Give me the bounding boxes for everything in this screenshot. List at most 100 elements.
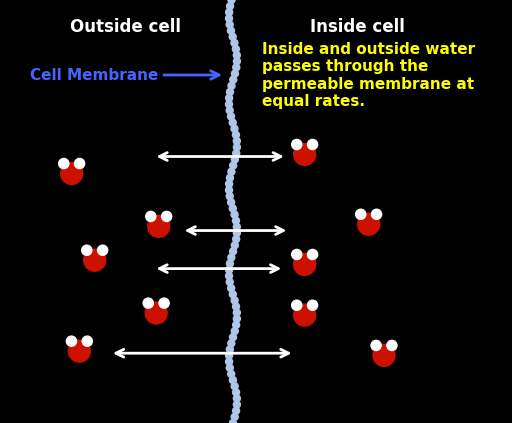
Circle shape <box>84 249 105 271</box>
Circle shape <box>225 15 232 22</box>
Circle shape <box>226 260 233 267</box>
Circle shape <box>230 162 237 169</box>
Circle shape <box>226 21 233 28</box>
Circle shape <box>228 285 234 291</box>
Circle shape <box>229 119 236 126</box>
Circle shape <box>294 143 315 165</box>
Circle shape <box>294 253 315 275</box>
Circle shape <box>233 229 241 236</box>
Circle shape <box>232 217 240 224</box>
Circle shape <box>356 209 366 220</box>
Circle shape <box>226 358 232 365</box>
Circle shape <box>292 300 302 310</box>
Circle shape <box>225 187 232 194</box>
Circle shape <box>229 291 237 298</box>
Circle shape <box>231 383 238 390</box>
Circle shape <box>372 209 381 220</box>
Circle shape <box>225 101 232 108</box>
Circle shape <box>231 125 238 132</box>
Circle shape <box>233 144 241 151</box>
Circle shape <box>231 211 238 218</box>
Circle shape <box>227 27 234 34</box>
Circle shape <box>358 213 379 235</box>
Circle shape <box>308 300 317 310</box>
Circle shape <box>226 95 232 102</box>
Circle shape <box>292 250 302 260</box>
Circle shape <box>371 341 381 351</box>
Circle shape <box>232 236 240 242</box>
Circle shape <box>145 302 167 324</box>
Circle shape <box>230 76 237 83</box>
Circle shape <box>228 340 235 347</box>
Circle shape <box>229 376 237 384</box>
Circle shape <box>233 64 240 71</box>
Circle shape <box>146 212 156 222</box>
Circle shape <box>148 215 169 237</box>
Circle shape <box>233 150 240 157</box>
Circle shape <box>231 156 239 163</box>
Circle shape <box>229 205 237 212</box>
Circle shape <box>373 344 395 366</box>
Circle shape <box>226 278 233 286</box>
Circle shape <box>233 58 241 65</box>
Circle shape <box>294 304 315 326</box>
Text: Inside and outside water
passes through the
permeable membrane at
equal rates.: Inside and outside water passes through … <box>262 42 475 109</box>
Circle shape <box>226 181 232 187</box>
Circle shape <box>226 346 233 353</box>
Circle shape <box>228 82 235 89</box>
Circle shape <box>75 159 84 169</box>
Circle shape <box>229 420 237 423</box>
Circle shape <box>232 407 240 414</box>
Circle shape <box>232 46 240 52</box>
Circle shape <box>233 395 240 402</box>
Circle shape <box>229 33 236 40</box>
Circle shape <box>227 113 234 120</box>
Circle shape <box>226 272 232 279</box>
Circle shape <box>231 242 238 249</box>
Circle shape <box>143 298 153 308</box>
Circle shape <box>233 309 240 316</box>
Circle shape <box>226 174 233 181</box>
Circle shape <box>159 298 169 308</box>
Circle shape <box>59 159 69 169</box>
Circle shape <box>226 88 233 96</box>
Circle shape <box>232 321 240 328</box>
Text: Cell Membrane: Cell Membrane <box>30 68 219 82</box>
Circle shape <box>232 303 240 310</box>
Circle shape <box>228 371 234 377</box>
Circle shape <box>67 336 76 346</box>
Circle shape <box>162 212 172 222</box>
Text: Inside cell: Inside cell <box>310 18 405 36</box>
Circle shape <box>82 245 92 255</box>
Circle shape <box>387 341 397 351</box>
Circle shape <box>228 254 235 261</box>
Circle shape <box>231 70 239 77</box>
Circle shape <box>231 297 238 304</box>
Circle shape <box>231 39 238 47</box>
Circle shape <box>308 140 317 150</box>
Circle shape <box>82 336 92 346</box>
Circle shape <box>226 107 233 114</box>
Circle shape <box>308 250 317 260</box>
Circle shape <box>229 334 237 341</box>
Circle shape <box>226 352 232 359</box>
Circle shape <box>233 315 240 322</box>
Circle shape <box>231 327 238 335</box>
Circle shape <box>228 0 235 3</box>
Circle shape <box>233 52 240 59</box>
Circle shape <box>69 340 90 362</box>
Text: Outside cell: Outside cell <box>70 18 181 36</box>
Circle shape <box>226 3 233 10</box>
Circle shape <box>226 192 233 200</box>
Circle shape <box>226 266 232 273</box>
Circle shape <box>232 389 240 396</box>
Circle shape <box>229 248 237 255</box>
Circle shape <box>233 401 240 408</box>
Circle shape <box>227 199 234 206</box>
Circle shape <box>232 132 240 138</box>
Circle shape <box>228 168 235 175</box>
Circle shape <box>226 364 233 371</box>
Circle shape <box>292 140 302 150</box>
Circle shape <box>226 9 232 16</box>
Circle shape <box>98 245 108 255</box>
